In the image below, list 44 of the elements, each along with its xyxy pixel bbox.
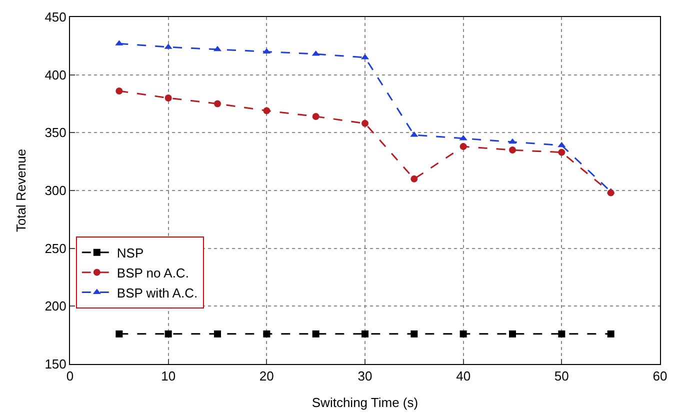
y-tick-label: 300 [44, 183, 66, 198]
point [410, 175, 418, 182]
point [214, 330, 221, 338]
legend-label: BSP with A.C. [116, 285, 198, 300]
point [410, 330, 418, 338]
x-tick-label: 60 [652, 368, 668, 384]
x-tick-label: 30 [358, 368, 372, 384]
y-tick-label: 250 [44, 240, 66, 256]
point [362, 120, 368, 127]
point [509, 330, 516, 338]
y-tick-label: 450 [44, 10, 66, 25]
point [558, 330, 566, 338]
y-tick-label: 350 [44, 125, 66, 140]
point [558, 148, 566, 156]
point [362, 330, 368, 338]
x-tick-label: 50 [554, 368, 569, 384]
x-tick-label: 20 [259, 368, 274, 384]
point [116, 88, 123, 95]
point [460, 330, 467, 338]
point [558, 142, 566, 148]
y-tick-label: 150 [44, 356, 66, 372]
legend-label: NSP [116, 246, 144, 260]
y-tick-label: 200 [44, 298, 66, 314]
x-tick-label: 40 [456, 368, 471, 384]
point [116, 330, 123, 338]
point [263, 107, 270, 114]
point [263, 330, 270, 338]
x-tick-label: 0 [66, 368, 74, 384]
point [460, 143, 467, 150]
point [607, 330, 614, 338]
point [607, 189, 614, 196]
point [312, 330, 320, 338]
y-tick-label: 400 [44, 67, 66, 82]
x-axis-title: Switching Time (s) [312, 395, 418, 410]
point [509, 146, 516, 154]
point [164, 94, 172, 102]
legend-label: BSP no A.C. [116, 265, 189, 280]
point [410, 131, 418, 137]
y-axis-title: Total Revenue [14, 148, 29, 232]
point [214, 100, 221, 108]
point [164, 330, 172, 338]
x-tick-label: 10 [161, 368, 176, 384]
point [312, 112, 320, 120]
point [459, 134, 468, 140]
